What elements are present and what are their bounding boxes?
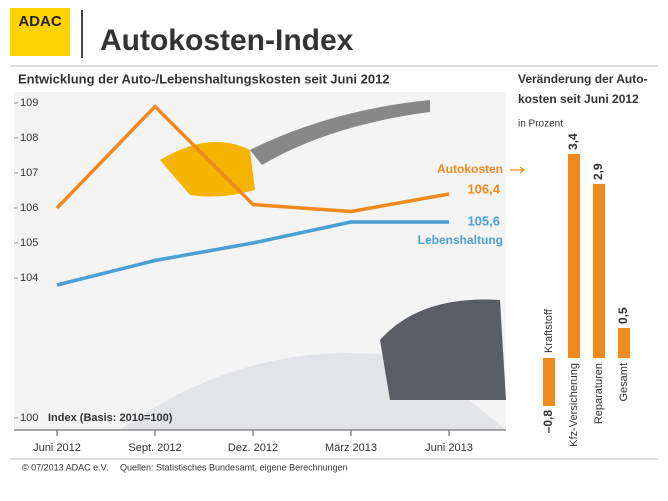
- value-label: 0,5: [616, 307, 630, 324]
- logo-box: [10, 8, 70, 56]
- nozzle-decoration: [250, 100, 430, 165]
- line: [55, 104, 450, 214]
- y-tick-label: 100: [20, 412, 38, 424]
- x-tick-label: Juni 2013: [425, 442, 473, 454]
- logo: ADAC: [18, 13, 61, 30]
- page-title: Autokosten-Index: [100, 24, 354, 57]
- car-decoration: [380, 299, 506, 400]
- source: Quellen: Statistisches Bundesamt, eigene…: [120, 462, 348, 472]
- legend-label: Autokosten: [437, 162, 503, 176]
- x-tick-label: Sept. 2012: [128, 442, 181, 454]
- bar-subtitle: in Prozent: [518, 119, 563, 130]
- bar: [618, 328, 630, 358]
- x-tick-label: Kfz-Versicherung: [568, 363, 580, 447]
- y-tick-label: 109: [20, 97, 38, 109]
- annotation: Index (Basis: 2010=100): [48, 412, 173, 424]
- bar-title-1: Veränderung der Auto-: [518, 72, 648, 86]
- copyright: © 07/2013 ADAC e.V.: [22, 462, 108, 472]
- bar: [543, 358, 555, 406]
- value-label: 2,9: [591, 163, 605, 180]
- y-tick-label: 105: [20, 237, 38, 249]
- x-tick-label: Juni 2012: [33, 442, 81, 454]
- x-tick-label: Reparaturen: [593, 363, 605, 424]
- line: [56, 220, 449, 287]
- y-tick-label: 104: [20, 272, 38, 284]
- y-tick-label: 107: [20, 167, 38, 179]
- x-tick-label: Dez. 2012: [228, 442, 278, 454]
- chart-title: Entwicklung der Auto-/Lebenshaltungskost…: [18, 71, 390, 86]
- y-tick-label: 108: [20, 132, 38, 144]
- bar: [593, 184, 605, 358]
- bar-title-2: kosten seit Juni 2012: [518, 92, 639, 106]
- arrow: [510, 166, 525, 174]
- bar: [568, 154, 580, 358]
- value-label: –0,8: [541, 410, 555, 434]
- legend-label: Lebenshaltung: [418, 233, 503, 247]
- value-label: 3,4: [566, 133, 580, 150]
- x-tick-label: Kraftstoff: [543, 308, 555, 353]
- y-tick-label: 106: [20, 202, 38, 214]
- value-label: 106,4: [467, 181, 500, 196]
- value-label: 105,6: [467, 213, 500, 228]
- x-tick-label: Gesamt: [618, 363, 630, 402]
- x-tick-label: März 2013: [325, 442, 377, 454]
